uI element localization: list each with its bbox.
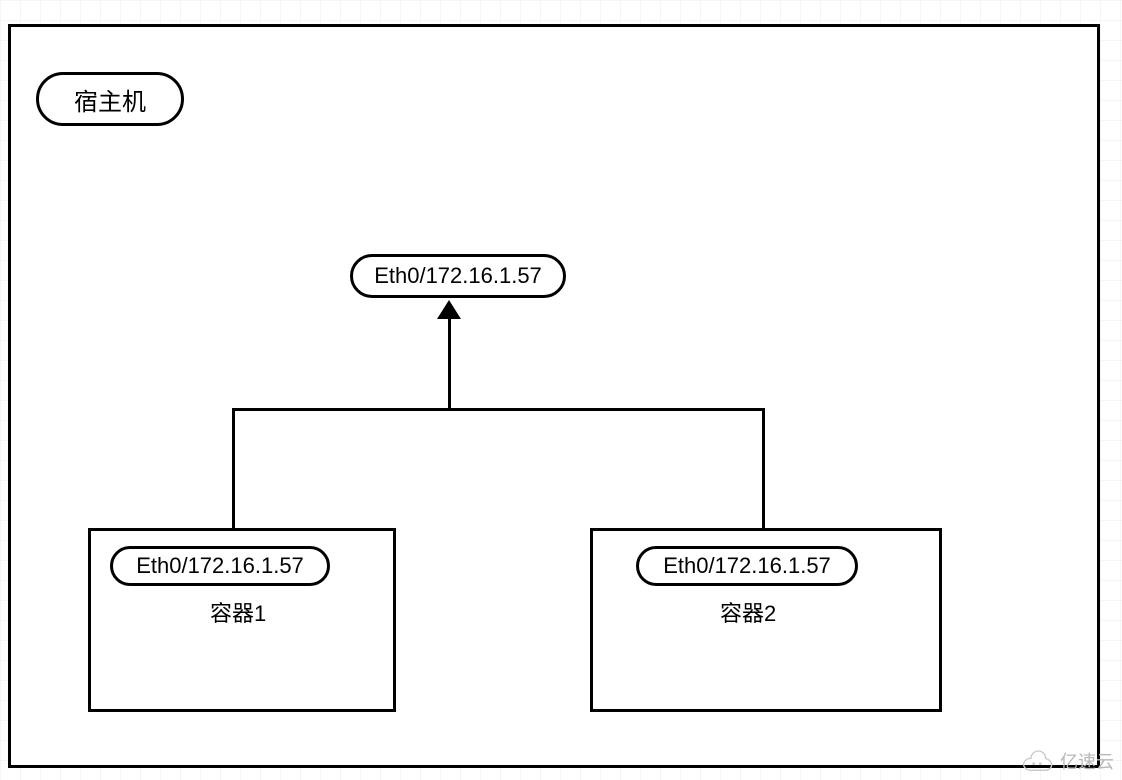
container-1-label: 容器1 [210,596,266,628]
container-2-label: 容器2 [720,596,776,628]
watermark: 亿速云 [1020,748,1114,774]
container-1-eth-pill: Eth0/172.16.1.57 [110,546,330,586]
container-2-eth-text: Eth0/172.16.1.57 [663,553,831,579]
host-label-pill: 宿主机 [36,72,184,126]
diagram-canvas: 宿主机 Eth0/172.16.1.57 Eth0/172.16.1.57 容器… [0,0,1122,780]
top-eth-text: Eth0/172.16.1.57 [374,263,542,289]
bracket-left [232,408,235,528]
cloud-icon [1020,749,1054,773]
bracket-horizontal [232,408,765,411]
top-eth-pill: Eth0/172.16.1.57 [350,254,566,298]
bracket-right [762,408,765,528]
container-1-eth-text: Eth0/172.16.1.57 [136,553,304,579]
container-2-label-text: 容器2 [720,601,776,626]
container-1-label-text: 容器1 [210,601,266,626]
host-label-text: 宿主机 [74,82,146,117]
container-2-eth-pill: Eth0/172.16.1.57 [636,546,858,586]
watermark-text: 亿速云 [1060,748,1114,774]
arrow-head [437,300,461,319]
arrow-shaft [448,312,451,408]
